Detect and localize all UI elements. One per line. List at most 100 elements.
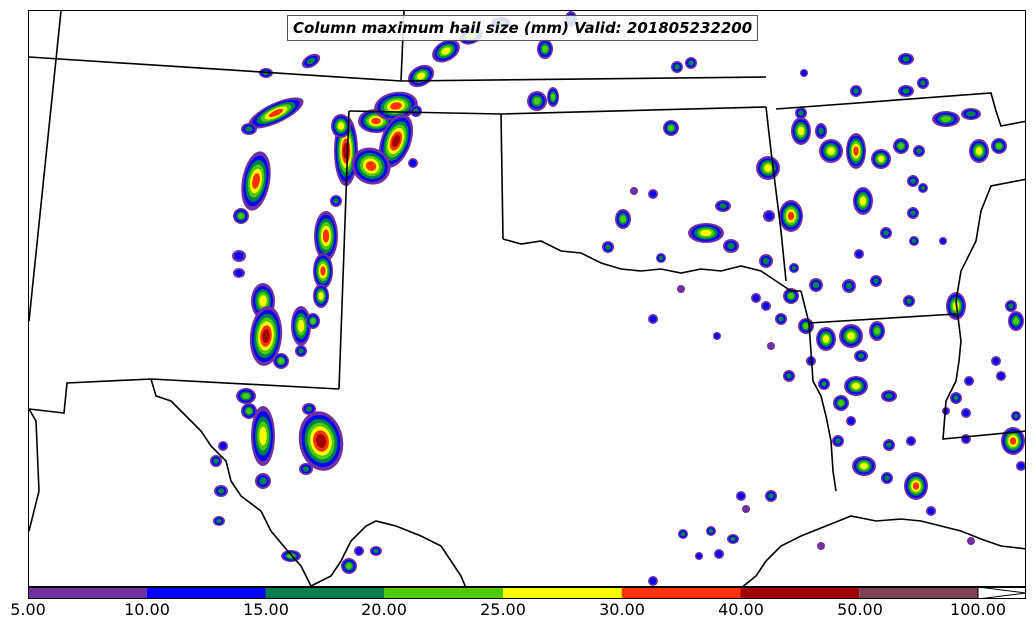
hail-cell — [685, 57, 697, 69]
hail-cell — [907, 175, 919, 187]
hail-cell — [688, 223, 724, 243]
colorbar-cell — [146, 587, 266, 599]
map-panel — [28, 10, 1026, 587]
colorbar-cell — [740, 587, 860, 599]
hail-cell — [378, 114, 414, 168]
hail-cell — [961, 108, 981, 120]
hail-cell — [767, 342, 775, 350]
hail-cell — [893, 138, 909, 154]
hail-cell — [846, 416, 856, 426]
hail-cell — [236, 388, 256, 404]
hail-cell — [853, 187, 873, 215]
hail-cell — [903, 295, 915, 307]
colorbar-cell — [28, 587, 147, 599]
colorbar-outline — [28, 587, 1026, 599]
border-wy-co — [29, 56, 402, 82]
hail-cell — [917, 77, 929, 89]
hail-cell — [839, 324, 863, 348]
hail-cell — [1005, 300, 1017, 312]
hail-cell — [906, 436, 916, 446]
hail-cell — [249, 306, 283, 366]
hail-cell — [299, 463, 313, 475]
border-red-river — [502, 238, 801, 292]
hail-cell — [313, 253, 333, 289]
colorbar-cell — [265, 587, 385, 599]
border-mo-ar — [775, 92, 1025, 127]
hail-cell — [775, 313, 787, 325]
hail-cell — [932, 111, 960, 127]
hail-cell — [819, 139, 843, 163]
hail-cell — [918, 183, 928, 193]
hail-cell — [306, 313, 320, 329]
border-ne-ks — [400, 76, 767, 82]
border-ar-la — [808, 313, 957, 324]
hail-cell — [852, 456, 876, 476]
hail-cell — [408, 158, 418, 168]
hail-cell — [759, 254, 773, 268]
hail-cell — [832, 435, 844, 447]
border-ms-river — [942, 178, 1025, 440]
hail-cell — [537, 39, 553, 59]
hail-cell — [833, 395, 849, 411]
hail-cell — [898, 85, 914, 97]
hail-cell — [898, 53, 914, 65]
hail-cell — [761, 301, 771, 311]
colorbar-tick-label: 15.00 — [243, 600, 289, 619]
hail-cell — [871, 149, 891, 169]
state-borders — [29, 11, 1025, 586]
hail-cell — [795, 107, 807, 119]
hail-cell — [648, 189, 658, 199]
border-az-nm — [29, 378, 340, 414]
hail-cell — [907, 207, 919, 219]
hail-cell — [671, 61, 683, 73]
hail-cell — [783, 370, 795, 382]
colorbar-tick-label: 20.00 — [361, 600, 407, 619]
hail-cell — [964, 376, 974, 386]
border-ok-ar — [765, 106, 787, 282]
hail-cell — [779, 200, 803, 232]
hail-cell — [251, 406, 275, 466]
hail-cell — [883, 439, 895, 451]
hail-cell — [341, 558, 357, 574]
hail-cell — [302, 403, 316, 415]
hail-cell — [615, 209, 631, 229]
colorbar-tick-label: 5.00 — [10, 600, 46, 619]
hail-cell — [736, 491, 746, 501]
hail-cell — [844, 376, 868, 396]
hail-cell — [713, 332, 721, 340]
colorbar-cell — [621, 587, 741, 599]
hail-cell — [410, 105, 422, 117]
hail-cell — [407, 64, 435, 88]
hail-cell — [904, 472, 928, 500]
hail-cell — [273, 353, 289, 369]
colorbar-cell — [859, 587, 978, 599]
hail-cell — [996, 371, 1006, 381]
hail-cell — [763, 210, 775, 222]
hail-cell — [809, 278, 823, 292]
hail-cell — [751, 293, 761, 303]
hail-cell — [233, 208, 249, 224]
colorbar-extend-triangle — [977, 587, 1026, 599]
colorbar-cell — [384, 587, 503, 599]
hail-cell — [991, 356, 1001, 366]
hail-cell — [869, 321, 885, 341]
hail-cell — [1008, 311, 1024, 331]
hail-cell — [1001, 427, 1025, 455]
hail-cell — [648, 576, 658, 586]
hail-cell — [909, 236, 919, 246]
border-left-edge — [29, 408, 40, 532]
hail-cell — [301, 53, 321, 69]
hail-cell — [991, 138, 1007, 154]
colorbar-tick-label: 50.00 — [837, 600, 883, 619]
hail-cell — [854, 350, 868, 362]
hail-cell — [950, 392, 962, 404]
hail-cell — [880, 227, 892, 239]
hail-cell — [961, 434, 971, 444]
hail-cell — [232, 250, 246, 262]
hail-cell — [969, 139, 989, 163]
hail-cell — [1016, 461, 1025, 471]
hail-cell — [678, 529, 688, 539]
hail-cell — [817, 542, 825, 550]
hail-cell — [241, 123, 257, 135]
hail-cell — [881, 390, 897, 402]
